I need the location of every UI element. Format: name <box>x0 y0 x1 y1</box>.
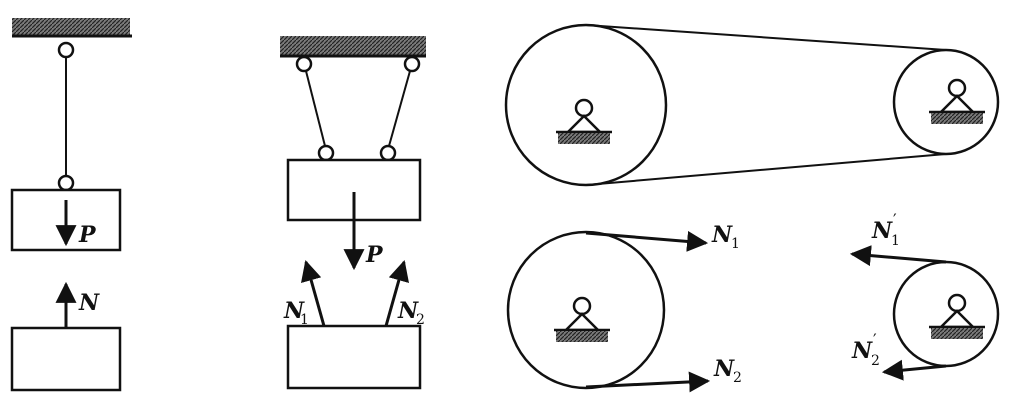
fbd-small-pulley-ground-hatch <box>931 328 983 339</box>
mid-force-n2-subscript: 2 <box>416 312 425 328</box>
fbd-force-n2-prime-label: N <box>851 338 873 364</box>
mid-rod-right <box>388 70 411 147</box>
fbd-force-n1-prime-subscript: 1 <box>891 233 900 249</box>
fbd-force-n2-prime-subscript: 2 <box>871 353 880 369</box>
fbd-small-pulley-bearing <box>929 293 985 339</box>
fbd-small-pulley <box>892 260 1000 368</box>
mid-ceiling-hatch <box>280 36 426 56</box>
mid-top-pin-left <box>295 55 313 73</box>
fbd-force-n1-arrow <box>585 230 709 252</box>
fbd-force-n1-prime-label: N <box>871 218 893 244</box>
mid-force-n1-label: N <box>283 298 305 324</box>
belt-top-span <box>585 24 947 51</box>
small-pulley-ground-hatch <box>931 113 983 124</box>
left-force-n-label: N <box>78 290 100 316</box>
left-top-pin <box>57 41 75 59</box>
fbd-force-n2-arrow <box>585 371 711 393</box>
fbd-force-n2-prime-arrow <box>881 359 947 381</box>
left-figure: P N <box>10 18 132 392</box>
left-block-pin <box>57 174 75 192</box>
small-pulley-axle <box>947 78 967 98</box>
mid-rod-left <box>305 70 326 147</box>
fbd-force-n2-label: N <box>713 356 735 382</box>
mid-lower-block <box>286 324 422 390</box>
mid-force-p-label: P <box>365 242 384 268</box>
large-pulley-ground-hatch <box>558 133 610 144</box>
fbd-force-n1-label: N <box>711 222 733 248</box>
fbd-small-pulley-axle <box>947 293 967 313</box>
pulley-fbd-figure: N 1 N 2 N ′ 1 N ′ 2 <box>506 210 1000 393</box>
fbd-force-n1-prime-arrow <box>849 245 947 267</box>
fbd-force-n1-prime-mark: ′ <box>893 210 897 229</box>
fbd-large-pulley-axle <box>572 296 592 316</box>
belt-bottom-span <box>585 153 947 186</box>
left-ceiling-hatch <box>12 18 130 36</box>
left-lower-block <box>10 326 122 392</box>
fbd-large-pulley-bearing <box>554 296 610 342</box>
mid-top-pin-right <box>403 55 421 73</box>
fbd-force-n2-prime-mark: ′ <box>873 330 877 349</box>
large-pulley-axle <box>574 98 594 118</box>
mid-force-n1-arrow <box>301 259 326 327</box>
mid-block-pin-right <box>379 144 397 162</box>
small-pulley-bearing <box>929 78 985 124</box>
left-force-p-label: P <box>78 222 97 248</box>
belt-drive-figure <box>504 23 1000 187</box>
mid-force-n2-arrow <box>384 259 409 327</box>
mid-force-n1-subscript: 1 <box>300 312 309 328</box>
fbd-force-n1-subscript: 1 <box>731 236 740 252</box>
fbd-large-pulley-ground-hatch <box>556 331 608 342</box>
small-pulley <box>892 48 1000 156</box>
large-pulley-bearing <box>556 98 612 144</box>
fbd-force-n2-subscript: 2 <box>733 370 742 386</box>
middle-figure: P N 1 N 2 <box>280 36 426 390</box>
mid-block-pin-left <box>317 144 335 162</box>
mid-force-n2-label: N <box>397 298 419 324</box>
